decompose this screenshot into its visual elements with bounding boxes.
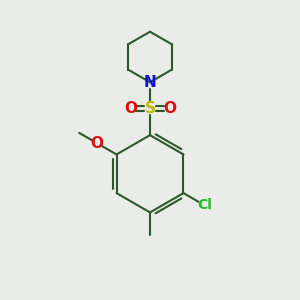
Text: O: O (91, 136, 104, 151)
Text: Cl: Cl (197, 198, 212, 212)
Text: O: O (124, 101, 137, 116)
Text: S: S (145, 101, 155, 116)
Text: O: O (163, 101, 176, 116)
Text: N: N (144, 75, 156, 90)
